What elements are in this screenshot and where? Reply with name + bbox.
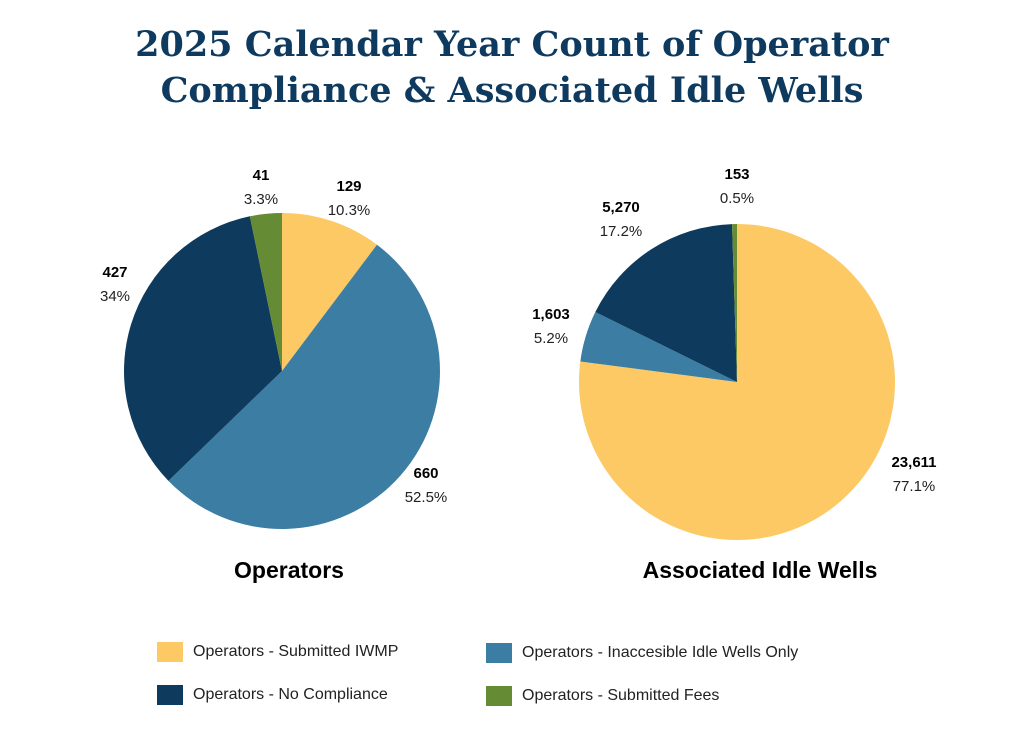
operators-slice-inaccessible bbox=[168, 244, 440, 529]
legend-label-inaccessible: Operators - Inaccesible Idle Wells Only bbox=[522, 644, 799, 661]
idle-wells-percent-label-submitted-fees: 0.5% bbox=[720, 190, 754, 207]
idle-wells-percent-label-no-compliance: 17.2% bbox=[600, 223, 643, 240]
chart-title-line-1: 2025 Calendar Year Count of Operator bbox=[135, 24, 889, 65]
idle-wells-slice-no-compliance bbox=[595, 224, 737, 382]
idle-wells-pie-title: Associated Idle Wells bbox=[643, 557, 878, 583]
legend-item-submitted-fees: Operators - Submitted Fees bbox=[486, 686, 719, 706]
operators-slice-no-compliance bbox=[124, 216, 282, 481]
legend-item-inaccessible: Operators - Inaccesible Idle Wells Only bbox=[486, 643, 798, 663]
operators-percent-label-inaccessible: 52.5% bbox=[405, 489, 448, 506]
legend-swatch-submitted-fees bbox=[486, 686, 512, 706]
idle-wells-value-label-inaccessible: 1,603 bbox=[532, 306, 570, 323]
operators-pie: 129 10.3% 660 52.5% 427 34% 41 3.3% bbox=[100, 167, 447, 529]
idle-wells-percent-label-inaccessible: 5.2% bbox=[534, 330, 568, 347]
idle-wells-percent-label-submitted-iwmp: 77.1% bbox=[893, 478, 936, 495]
idle-wells-value-label-no-compliance: 5,270 bbox=[602, 199, 640, 216]
legend-label-submitted-fees: Operators - Submitted Fees bbox=[522, 687, 720, 704]
legend-item-submitted-iwmp: Operators - Submitted IWMP bbox=[157, 642, 398, 662]
idle-wells-value-label-submitted-fees: 153 bbox=[724, 166, 749, 183]
operators-value-label-submitted-fees: 41 bbox=[253, 167, 270, 184]
idle-wells-slice-inaccessible bbox=[580, 312, 737, 382]
legend-swatch-submitted-iwmp bbox=[157, 642, 183, 662]
legend-label-submitted-iwmp: Operators - Submitted IWMP bbox=[193, 643, 399, 660]
idle-wells-value-label-submitted-iwmp: 23,611 bbox=[891, 454, 936, 471]
idle-wells-slice-submitted-iwmp bbox=[578, 224, 895, 540]
operators-value-label-inaccessible: 660 bbox=[413, 465, 438, 482]
operators-slice-submitted-iwmp bbox=[282, 213, 377, 371]
legend-swatch-inaccessible bbox=[486, 643, 512, 663]
chart-title: 2025 Calendar Year Count of Operator Com… bbox=[0, 22, 1024, 114]
operators-value-label-no-compliance: 427 bbox=[102, 264, 127, 281]
legend-label-no-compliance: Operators - No Compliance bbox=[193, 686, 388, 703]
chart-title-line-2: Compliance & Associated Idle Wells bbox=[160, 70, 864, 111]
legend-item-no-compliance: Operators - No Compliance bbox=[157, 685, 388, 705]
operators-pie-title: Operators bbox=[234, 557, 344, 583]
operators-percent-label-submitted-iwmp: 10.3% bbox=[328, 202, 371, 219]
operators-slice-submitted-fees bbox=[249, 213, 282, 371]
operators-value-label-submitted-iwmp: 129 bbox=[336, 178, 361, 195]
idle-wells-slice-submitted-fees bbox=[732, 224, 737, 382]
idle-wells-pie: 23,611 77.1% 1,603 5.2% 5,270 17.2% 153 0.5% bbox=[532, 166, 937, 540]
legend-swatch-no-compliance bbox=[157, 685, 183, 705]
operators-percent-label-no-compliance: 34% bbox=[100, 288, 130, 305]
operators-percent-label-submitted-fees: 3.3% bbox=[244, 191, 278, 208]
